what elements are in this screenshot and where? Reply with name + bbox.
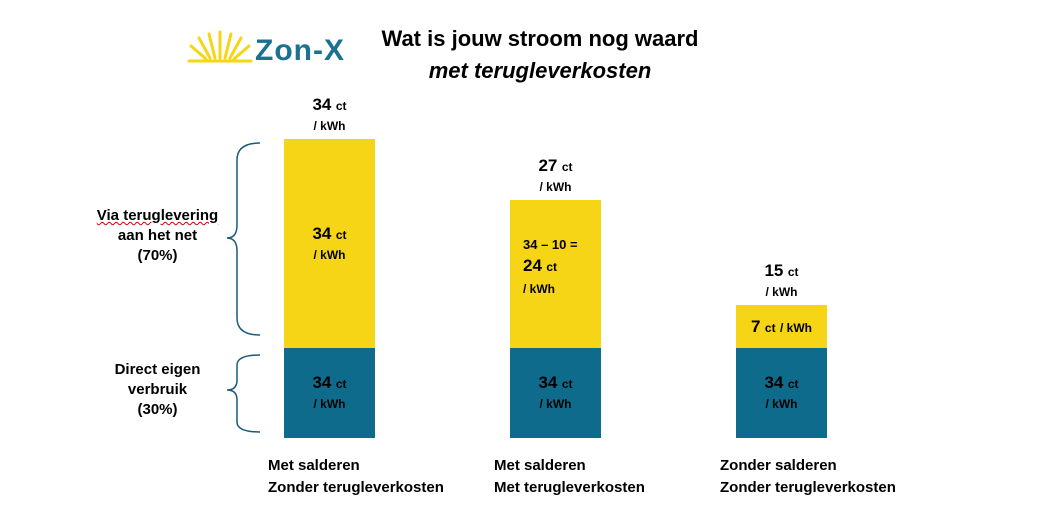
- bar-direct: [284, 348, 375, 438]
- bar-direct: [510, 348, 601, 438]
- bar-net: [284, 138, 375, 349]
- side-label-line: Direct eigen: [114, 361, 201, 378]
- sun-logo-icon: [187, 30, 253, 63]
- direct-value-label: 34 ct / kWh: [312, 373, 347, 412]
- brace-icons: [226, 142, 261, 433]
- total-value-label: 15 ct / kWh: [764, 261, 799, 300]
- side-label-line: aan het net: [117, 227, 198, 244]
- bar-net: [510, 200, 601, 349]
- category-label: Met salderen Zonder terugleverkosten: [268, 457, 444, 496]
- bar-direct: [736, 348, 827, 438]
- side-label-net: Via teruglevering aan het net (70%): [80, 206, 235, 266]
- direct-value-label: 34 ct / kWh: [764, 373, 799, 412]
- side-label-line: (70%): [137, 247, 178, 264]
- net-value-label: 34 ct / kWh: [312, 223, 347, 262]
- brace-net-icon: [226, 142, 261, 336]
- category-label: Zonder salderen Zonder terugleverkosten: [720, 457, 896, 496]
- side-label-line: Via teruglevering: [96, 207, 219, 224]
- net-value-label: 34 – 10 = 24 ct / kWh: [523, 237, 578, 297]
- direct-value-label: 34 ct / kWh: [538, 373, 573, 412]
- side-label-line: verbruik: [127, 381, 188, 398]
- category-label: Met salderen Met terugleverkosten: [494, 457, 645, 496]
- logo-text: Zon-X: [255, 34, 345, 67]
- total-value-label: 27 ct / kWh: [538, 156, 573, 195]
- chart-title: Wat is jouw stroom nog waard: [381, 26, 699, 51]
- side-label-direct: Direct eigen verbruik (30%): [80, 360, 235, 420]
- total-value-label: 34 ct / kWh: [312, 94, 347, 133]
- brace-direct-icon: [226, 354, 261, 433]
- chart-subtitle: met terugleverkosten: [428, 58, 652, 83]
- side-label-line: (30%): [137, 401, 178, 418]
- bar-net: [736, 305, 827, 349]
- net-value-label: 7 ct / kWh: [750, 316, 813, 336]
